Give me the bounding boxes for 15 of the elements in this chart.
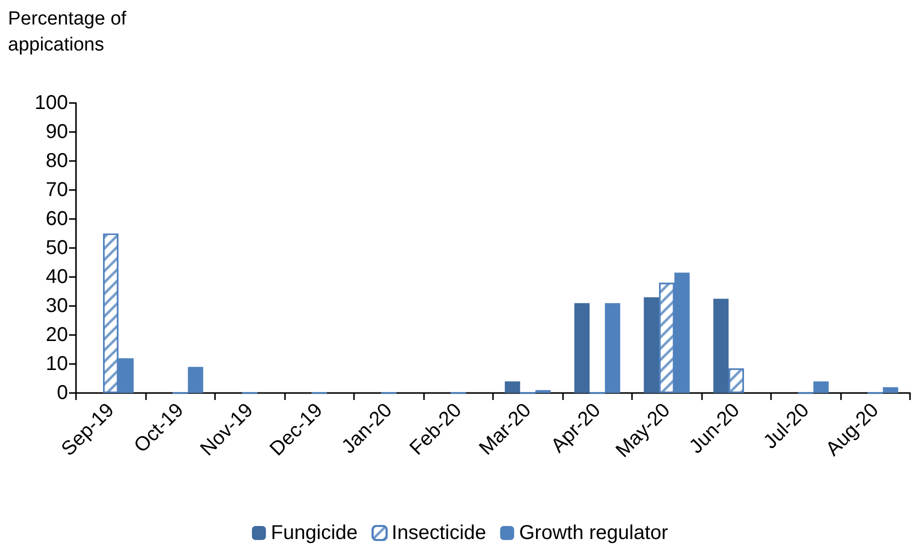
y-tick-label: 30 [46,295,68,317]
y-tick-label: 0 [56,382,68,404]
y-axis-title: Percentage of appications [8,8,132,56]
y-tick-label: 60 [46,208,68,230]
y-tick-label: 100 [34,92,68,114]
y-tick-label: 80 [46,150,68,172]
legend-label: Growth regulator [519,522,668,544]
legend-label: Insecticide [392,522,486,544]
y-tick-label: 90 [46,121,68,143]
y-tick-label: 70 [46,179,68,201]
y-tick-label: 20 [46,324,68,346]
legend-label: Fungicide [270,522,358,544]
y-tick-label: 50 [46,237,68,259]
y-tick-label: 40 [46,266,68,288]
y-tick-label: 10 [46,353,68,375]
